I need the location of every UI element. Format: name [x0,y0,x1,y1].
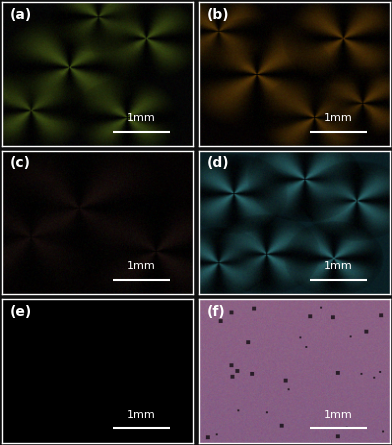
Text: (c): (c) [10,156,31,170]
Text: 1mm: 1mm [324,262,353,271]
Text: 1mm: 1mm [324,113,353,123]
Text: 1mm: 1mm [324,410,353,420]
Text: (d): (d) [207,156,229,170]
Text: 1mm: 1mm [127,410,156,420]
Text: 1mm: 1mm [127,262,156,271]
Text: (b): (b) [207,8,229,22]
Text: 1mm: 1mm [127,113,156,123]
Text: (a): (a) [10,8,32,22]
Text: (f): (f) [207,304,225,319]
Text: (e): (e) [10,304,32,319]
